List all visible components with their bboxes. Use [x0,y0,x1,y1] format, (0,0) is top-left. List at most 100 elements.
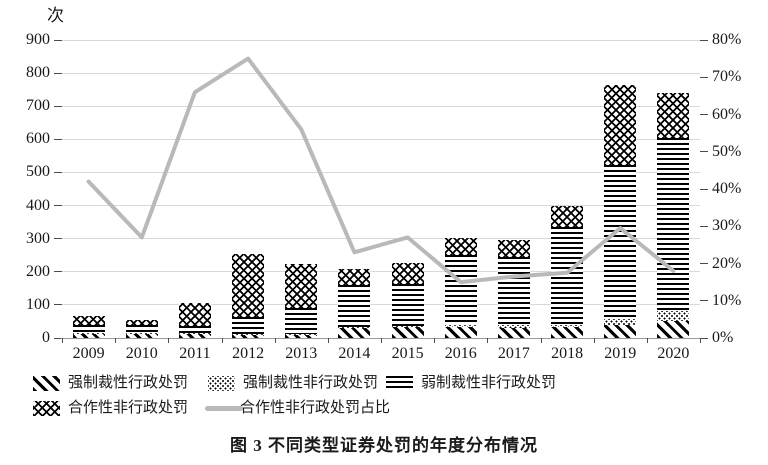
y-axis-tick-label: 100 [26,295,50,313]
x-axis-tick-label: 2011 [179,345,211,362]
y-axis-tick [54,337,62,339]
x-axis-tick [327,338,329,343]
legend-swatch-diagonal [33,376,60,391]
y-axis-tick-label: 400 [26,196,50,214]
y-axis-tick [54,304,62,306]
grid-line [62,271,700,273]
bar-segment [657,138,690,311]
grid-line [62,304,700,306]
grid-line [62,138,700,140]
x-axis-tick [221,338,223,343]
y-axis-tick [54,271,62,273]
trend-line [86,56,676,285]
bar-segment [391,284,424,327]
grid-line [62,105,700,107]
bar-segment [551,227,584,326]
legend-swatch-hlines [386,376,413,391]
y-axis-tick [54,171,62,173]
bar-segment [497,328,530,338]
bar-segment [178,326,211,334]
legend-label: 合作性非行政处罚 [68,400,189,416]
bar-segment [657,321,690,338]
x-axis-tick [646,338,648,343]
legend-label: 强制裁性非行政处罚 [243,375,379,391]
grid-line [62,205,700,207]
bar-segment [178,334,211,338]
right-axis-tick-label: 80% [712,31,742,48]
y-axis-tick-label: 300 [26,229,50,247]
x-axis-tick-label: 2018 [551,345,584,362]
x-axis-tick [700,338,701,343]
bar-segment [125,324,158,334]
right-axis-tick [700,188,708,190]
x-axis-tick [487,338,489,343]
bar-segment [232,253,265,318]
x-axis-tick-label: 2019 [604,345,637,362]
bar-segment [657,92,690,138]
right-axis-tick-label: 40% [712,180,742,197]
bar-segment [232,317,265,334]
bar-segment [604,84,637,165]
y-axis-tick [54,39,62,41]
bar-segment [125,319,158,325]
bar-segment [604,164,637,319]
bar-segment [391,327,424,338]
grid-line [62,72,700,74]
right-axis-tick [700,300,708,302]
bar-segment [444,255,477,325]
y-axis-tick-label: 500 [26,163,50,181]
bar-segment [338,285,371,328]
bar-segment [604,324,637,338]
bar-segment [444,324,477,327]
bar-segment [444,238,477,256]
legend-label: 合作性非行政处罚占比 [240,400,391,416]
bar-segment [551,326,584,338]
bar-segment [338,328,371,338]
y-axis-tick [54,105,62,107]
bar-segment [391,326,424,328]
bar-segment [178,303,211,327]
x-axis-tick [274,338,276,343]
y-axis-tick-label: 600 [26,130,50,148]
legend-swatch-dots [208,376,235,391]
bar-segment [72,325,105,334]
bar-segment [657,310,690,322]
right-axis-tick-label: 70% [712,68,742,86]
bar-segment [497,256,530,326]
x-axis-tick [115,338,117,343]
bar-segment [178,333,211,335]
x-axis-tick-label: 2010 [125,345,158,362]
bar-segment [551,205,584,228]
y-axis-tick-label: 900 [26,31,50,48]
bar-segment [285,334,318,335]
x-axis-tick-label: 2014 [338,345,371,362]
x-axis-tick [381,338,382,343]
grid-line [62,171,700,173]
legend-label: 弱制裁性非行政处罚 [421,375,557,391]
x-axis-tick-label: 2017 [497,345,530,362]
bar-segment [125,333,158,335]
chart-title: 图 3 不同类型证券处罚的年度分布情况 [230,436,538,455]
x-axis-tick-label: 2009 [72,345,105,362]
x-axis-tick-label: 2012 [232,345,265,362]
y-axis-tick-label: 800 [26,64,50,82]
legend-line-swatch [205,406,243,411]
right-axis-tick [700,225,708,227]
bar-segment [391,262,424,285]
x-axis-tick [434,338,436,343]
right-axis-tick-label: 30% [712,217,742,235]
right-axis-tick [700,114,708,115]
bar-segment [72,333,105,334]
y-axis-tick [54,238,62,240]
x-axis-line [61,338,700,339]
bar-segment [232,334,265,338]
x-axis-tick-label: 2020 [657,345,690,362]
bar-segment [338,269,371,286]
bar-segment [72,316,105,326]
y-axis-tick-label: 0 [42,329,50,346]
bar-segment [338,327,371,329]
bar-segment [604,318,637,325]
x-axis-tick-label: 2016 [444,345,477,362]
right-axis-tick-label: 10% [712,291,742,309]
